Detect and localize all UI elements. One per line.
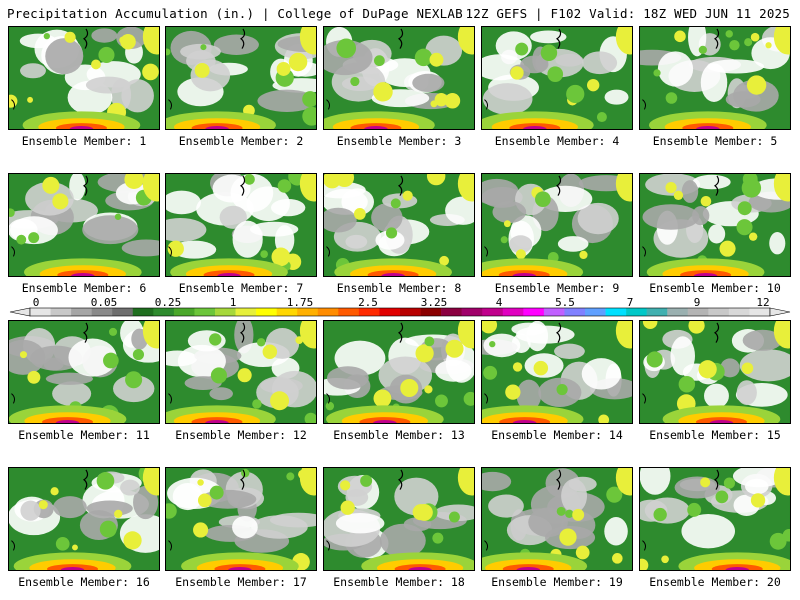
ensemble-map-10 <box>639 173 791 277</box>
colorbar-tick-label: 1 <box>229 296 237 309</box>
ensemble-map-7 <box>165 173 317 277</box>
ensemble-map-5 <box>639 26 791 130</box>
colorbar-bin <box>91 308 113 316</box>
colorbar-bin <box>605 308 627 316</box>
colorbar-bin <box>626 308 647 316</box>
colorbar-tick-label: 12 <box>756 296 770 309</box>
colorbar-tick-label: 3.25 <box>420 296 448 309</box>
ensemble-map-15 <box>639 320 791 424</box>
colorbar-tick-label: 2.5 <box>358 296 378 309</box>
colorbar-bin <box>256 308 277 316</box>
member-label: Ensemble Member: 17 <box>175 575 307 589</box>
colorbar-bin <box>317 308 339 316</box>
ensemble-map-4 <box>481 26 633 130</box>
ensemble-map-19 <box>481 467 633 571</box>
member-label: Ensemble Member: 14 <box>491 428 623 442</box>
member-label: Ensemble Member: 10 <box>649 281 781 295</box>
member-label: Ensemble Member: 20 <box>649 575 781 589</box>
member-label: Ensemble Member: 12 <box>175 428 307 442</box>
colorbar-bin <box>728 308 750 316</box>
colorbar-tick-label: 9 <box>693 296 701 309</box>
colorbar-bin <box>585 308 606 316</box>
member-label: Ensemble Member: 15 <box>649 428 781 442</box>
ensemble-map-9 <box>481 173 633 277</box>
colorbar-bin <box>276 308 298 316</box>
colorbar-bin <box>523 308 545 316</box>
colorbar-bin <box>420 308 442 316</box>
colorbar-bin <box>667 308 689 316</box>
colorbar-bin <box>132 308 154 316</box>
colorbar-bin <box>235 308 257 316</box>
colorbar-tick-label: 4 <box>495 296 503 309</box>
colorbar-bin <box>358 308 380 316</box>
member-label: Ensemble Member: 7 <box>178 281 304 295</box>
colorbar-bin <box>215 308 236 316</box>
member-label: Ensemble Member: 5 <box>652 134 778 148</box>
colorbar-tick-label: 7 <box>626 296 634 309</box>
colorbar-bin <box>194 308 216 316</box>
member-label: Ensemble Member: 2 <box>178 134 304 148</box>
colorbar-tick-label: 0.05 <box>90 296 118 309</box>
colorbar-bin <box>71 308 92 316</box>
colorbar-bin <box>400 308 421 316</box>
member-label: Ensemble Member: 3 <box>336 134 462 148</box>
member-label: Ensemble Member: 11 <box>18 428 150 442</box>
ensemble-map-13 <box>323 320 475 424</box>
ensemble-map-8 <box>323 173 475 277</box>
ensemble-map-20 <box>639 467 791 571</box>
colorbar-bin <box>482 308 504 316</box>
ensemble-map-2 <box>165 26 317 130</box>
member-label: Ensemble Member: 1 <box>21 134 147 148</box>
colorbar-bin <box>543 308 565 316</box>
ensemble-map-18 <box>323 467 475 571</box>
colorbar-bin <box>153 308 175 316</box>
colorbar-bin <box>173 308 195 316</box>
ensemble-map-14 <box>481 320 633 424</box>
ensemble-map-17 <box>165 467 317 571</box>
colorbar-tick-label: 0.25 <box>154 296 182 309</box>
member-label: Ensemble Member: 16 <box>18 575 150 589</box>
member-label: Ensemble Member: 19 <box>491 575 623 589</box>
colorbar-bin <box>749 308 771 316</box>
member-label: Ensemble Member: 6 <box>21 281 147 295</box>
colorbar-bin <box>502 308 524 316</box>
header-run-info: 12Z GEFS | F102 Valid: 18Z WED JUN 11 20… <box>465 6 790 21</box>
colorbar-tick-label: 5.5 <box>555 296 575 309</box>
colorbar-bin <box>564 308 586 316</box>
member-label: Ensemble Member: 9 <box>494 281 620 295</box>
colorbar-bin <box>461 308 483 316</box>
member-label: Ensemble Member: 4 <box>494 134 620 148</box>
colorbar-tick-label: 1.75 <box>286 296 314 309</box>
ensemble-map-11 <box>8 320 160 424</box>
colorbar-bin <box>379 308 401 316</box>
colorbar-bin <box>338 308 360 316</box>
member-label: Ensemble Member: 8 <box>336 281 462 295</box>
precip-colorbar <box>9 307 791 317</box>
header-title: Precipitation Accumulation (in.) | Colle… <box>7 6 463 21</box>
ensemble-map-3 <box>323 26 475 130</box>
colorbar-bin <box>112 308 134 316</box>
colorbar-bin <box>297 308 319 316</box>
colorbar-bin <box>646 308 668 316</box>
member-label: Ensemble Member: 13 <box>333 428 465 442</box>
member-label: Ensemble Member: 18 <box>333 575 465 589</box>
ensemble-map-6 <box>8 173 160 277</box>
colorbar-bin <box>30 308 51 316</box>
colorbar-bin <box>441 308 462 316</box>
colorbar-bin <box>687 308 709 316</box>
ensemble-map-1 <box>8 26 160 130</box>
ensemble-map-16 <box>8 467 160 571</box>
colorbar-tick-label: 0 <box>32 296 40 309</box>
colorbar-bin <box>50 308 72 316</box>
ensemble-map-12 <box>165 320 317 424</box>
colorbar-bin <box>708 308 730 316</box>
